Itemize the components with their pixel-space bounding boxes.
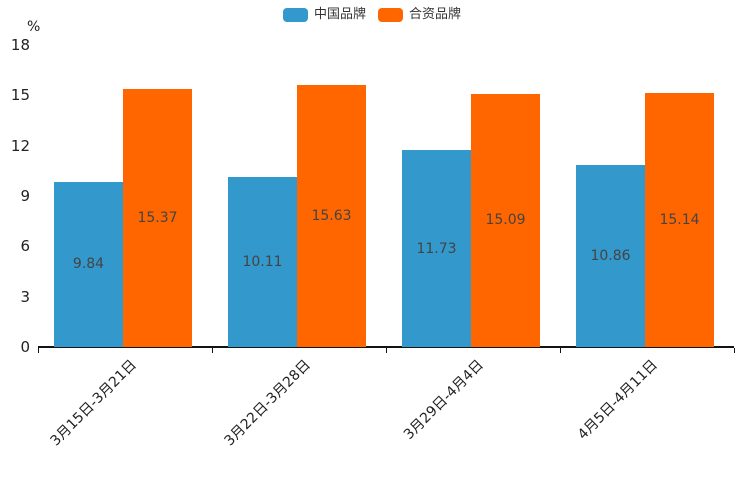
x-axis-tick	[733, 348, 735, 353]
bar-value-label: 10.11	[242, 254, 283, 271]
legend-label: 中国品牌	[313, 7, 366, 22]
bar-中国品牌-3月15日-3月21日	[54, 181, 123, 347]
bar-合资品牌-3月15日-3月21日	[123, 89, 192, 347]
bar-value-label: 9.84	[72, 256, 105, 273]
x-tick-label: 3月15日-3月21日	[47, 357, 140, 450]
legend-item-合资品牌[interactable]: 合资品牌	[378, 7, 461, 23]
y-tick-label: 18	[10, 36, 30, 54]
x-axis-tick	[559, 348, 561, 353]
bar-value-label: 15.37	[137, 210, 178, 227]
y-tick-label: 3	[20, 287, 30, 306]
legend: 中国品牌 合资品牌	[0, 7, 744, 23]
x-tick-label: 3月22日-3月28日	[221, 357, 314, 450]
x-axis-tick	[385, 348, 387, 353]
bar-中国品牌-3月29日-4月4日	[402, 150, 471, 347]
legend-swatch	[378, 8, 403, 22]
x-axis-tick	[37, 348, 39, 353]
y-tick-label: 12	[10, 136, 30, 155]
y-tick-label: 0	[20, 338, 30, 356]
bar-中国品牌-4月5日-4月11日	[576, 164, 645, 347]
bar-value-label: 11.73	[416, 240, 457, 257]
legend-label: 合资品牌	[409, 7, 462, 22]
bar-value-label: 15.63	[311, 207, 352, 224]
bar-合资品牌-3月22日-3月28日	[297, 84, 366, 347]
y-tick-label: 9	[20, 187, 30, 205]
x-axis-tick	[211, 348, 213, 353]
x-tick-label: 4月5日-4月11日	[575, 357, 662, 443]
y-tick-label: 15	[10, 86, 30, 105]
x-tick-label: 3月29日-4月4日	[401, 357, 488, 443]
bar-value-label: 10.86	[590, 247, 631, 264]
bar-合资品牌-3月29日-4月4日	[471, 93, 540, 347]
bar-value-label: 15.14	[659, 211, 700, 228]
y-tick-label: 6	[20, 237, 30, 256]
legend-swatch	[282, 8, 308, 22]
bar-中国品牌-3月22日-3月28日	[228, 177, 297, 347]
y-axis-unit-label: %	[27, 19, 41, 35]
bar-合资品牌-4月5日-4月11日	[645, 92, 714, 347]
legend-item-中国品牌[interactable]: 中国品牌	[282, 7, 366, 23]
x-axis-line	[38, 346, 734, 348]
bar-value-label: 15.09	[485, 212, 526, 229]
